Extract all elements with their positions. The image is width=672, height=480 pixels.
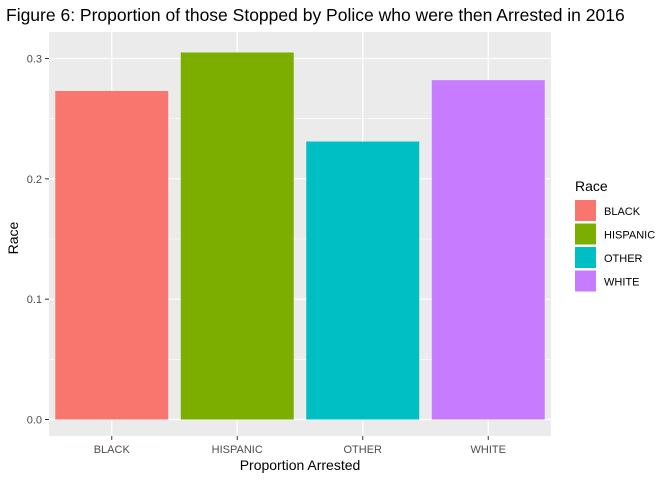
y-tick-label: 0.2 xyxy=(27,174,42,186)
x-axis-label: Proportion Arrested xyxy=(240,457,361,473)
y-tick-label: 0.1 xyxy=(27,294,42,306)
legend: Race BLACK HISPANIC OTHER WHITE xyxy=(575,178,655,292)
bar-black xyxy=(55,90,169,420)
x-tick-label-black: BLACK xyxy=(94,444,131,456)
y-tick-label: 0.0 xyxy=(27,415,42,427)
y-axis-ticks: 0.0 0.1 0.2 0.3 xyxy=(27,54,49,427)
y-tick-label: 0.3 xyxy=(27,54,42,66)
chart-title: Figure 6: Proportion of those Stopped by… xyxy=(6,5,625,25)
legend-key-white xyxy=(575,270,596,292)
bars xyxy=(55,52,545,420)
bar-other xyxy=(306,141,420,420)
x-axis-ticks: BLACK HISPANIC OTHER WHITE xyxy=(94,436,506,456)
bar-white xyxy=(431,80,545,420)
x-tick-label-hispanic: HISPANIC xyxy=(212,444,263,456)
legend-label-hispanic: HISPANIC xyxy=(604,230,655,242)
legend-title: Race xyxy=(575,178,608,194)
x-tick-label-other: OTHER xyxy=(344,444,383,456)
legend-key-hispanic xyxy=(575,223,596,245)
x-tick-label-white: WHITE xyxy=(471,444,506,456)
legend-items: BLACK HISPANIC OTHER WHITE xyxy=(575,200,655,292)
legend-label-other: OTHER xyxy=(604,253,643,265)
legend-key-other xyxy=(575,247,596,268)
legend-label-white: WHITE xyxy=(604,277,639,289)
legend-label-black: BLACK xyxy=(604,206,641,218)
legend-key-black xyxy=(575,200,596,221)
bar-hispanic xyxy=(180,52,294,420)
y-axis-label: Race xyxy=(5,221,21,254)
